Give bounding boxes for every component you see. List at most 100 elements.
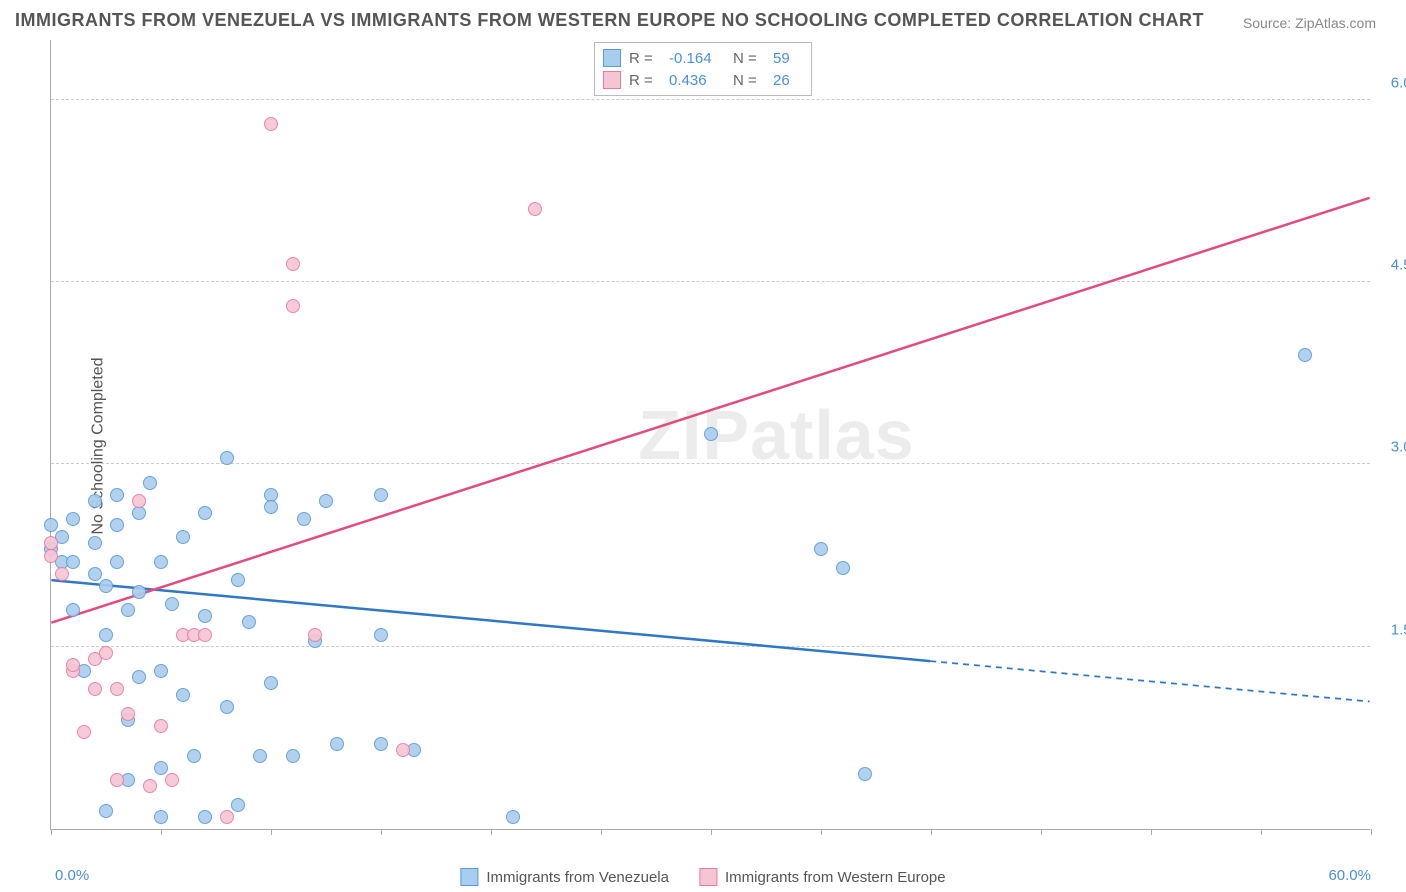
x-tick (51, 829, 52, 835)
scatter-plot-area: ZIPatlas 1.5%3.0%4.5%6.0% (50, 40, 1370, 830)
data-point-western_europe (220, 810, 234, 824)
gridline-h (51, 463, 1370, 464)
legend-r-label: R = (629, 72, 661, 89)
data-point-venezuela (231, 798, 245, 812)
y-tick-label: 3.0% (1391, 439, 1406, 456)
data-point-venezuela (132, 670, 146, 684)
data-point-venezuela (836, 561, 850, 575)
data-point-venezuela (143, 476, 157, 490)
data-point-venezuela (44, 518, 58, 532)
data-point-western_europe (396, 743, 410, 757)
data-point-venezuela (154, 761, 168, 775)
data-point-western_europe (44, 549, 58, 563)
data-point-venezuela (66, 603, 80, 617)
data-point-venezuela (220, 700, 234, 714)
x-tick (601, 829, 602, 835)
x-axis-max-label: 60.0% (1328, 867, 1371, 884)
y-tick-label: 6.0% (1391, 74, 1406, 91)
x-tick (271, 829, 272, 835)
data-point-western_europe (132, 494, 146, 508)
data-point-venezuela (231, 573, 245, 587)
data-point-venezuela (154, 555, 168, 569)
data-point-venezuela (99, 804, 113, 818)
data-point-venezuela (154, 810, 168, 824)
data-point-western_europe (264, 117, 278, 131)
trendline-venezuela-extrapolated (930, 661, 1369, 701)
data-point-venezuela (220, 451, 234, 465)
data-point-western_europe (110, 773, 124, 787)
x-tick (1041, 829, 1042, 835)
legend-label: Immigrants from Venezuela (486, 869, 669, 886)
data-point-western_europe (143, 779, 157, 793)
swatch-venezuela (603, 49, 621, 67)
trendline-western_europe (51, 198, 1369, 623)
x-tick (931, 829, 932, 835)
x-tick (1371, 829, 1372, 835)
data-point-venezuela (242, 615, 256, 629)
data-point-venezuela (187, 749, 201, 763)
data-point-venezuela (110, 555, 124, 569)
data-point-venezuela (198, 506, 212, 520)
data-point-venezuela (264, 500, 278, 514)
legend-n-value: 26 (773, 72, 803, 89)
data-point-venezuela (99, 579, 113, 593)
x-tick (161, 829, 162, 835)
x-tick (1151, 829, 1152, 835)
gridline-h (51, 99, 1370, 100)
x-tick (711, 829, 712, 835)
data-point-western_europe (165, 773, 179, 787)
data-point-venezuela (110, 518, 124, 532)
data-point-venezuela (88, 567, 102, 581)
data-point-venezuela (121, 603, 135, 617)
gridline-h (51, 646, 1370, 647)
data-point-western_europe (286, 299, 300, 313)
data-point-western_europe (286, 257, 300, 271)
legend-item-western-europe: Immigrants from Western Europe (699, 868, 946, 886)
data-point-western_europe (154, 719, 168, 733)
legend-n-label: N = (733, 50, 765, 67)
data-point-venezuela (132, 506, 146, 520)
legend-item-venezuela: Immigrants from Venezuela (460, 868, 669, 886)
data-point-venezuela (319, 494, 333, 508)
trendline-venezuela (51, 580, 930, 661)
data-point-venezuela (66, 512, 80, 526)
y-tick-label: 4.5% (1391, 257, 1406, 274)
data-point-venezuela (374, 628, 388, 642)
gridline-h (51, 281, 1370, 282)
data-point-venezuela (66, 555, 80, 569)
data-point-venezuela (154, 664, 168, 678)
data-point-venezuela (253, 749, 267, 763)
legend-row-venezuela: R = -0.164 N = 59 (603, 47, 803, 69)
data-point-venezuela (704, 427, 718, 441)
swatch-western-europe (603, 71, 621, 89)
legend-r-label: R = (629, 50, 661, 67)
legend-n-value: 59 (773, 50, 803, 67)
correlation-legend: R = -0.164 N = 59 R = 0.436 N = 26 (594, 42, 812, 96)
x-axis-min-label: 0.0% (55, 867, 89, 884)
data-point-venezuela (110, 488, 124, 502)
data-point-venezuela (286, 749, 300, 763)
data-point-western_europe (88, 682, 102, 696)
series-legend: Immigrants from Venezuela Immigrants fro… (460, 868, 945, 886)
data-point-western_europe (66, 658, 80, 672)
data-point-western_europe (121, 707, 135, 721)
swatch-western-europe (699, 868, 717, 886)
data-point-western_europe (308, 628, 322, 642)
x-tick (491, 829, 492, 835)
data-point-venezuela (99, 628, 113, 642)
data-point-venezuela (264, 676, 278, 690)
legend-label: Immigrants from Western Europe (725, 869, 946, 886)
y-tick-label: 1.5% (1391, 621, 1406, 638)
swatch-venezuela (460, 868, 478, 886)
data-point-western_europe (198, 628, 212, 642)
data-point-western_europe (77, 725, 91, 739)
legend-r-value: 0.436 (669, 72, 725, 89)
data-point-venezuela (88, 536, 102, 550)
data-point-venezuela (858, 767, 872, 781)
legend-n-label: N = (733, 72, 765, 89)
x-tick (381, 829, 382, 835)
data-point-venezuela (506, 810, 520, 824)
data-point-venezuela (198, 810, 212, 824)
data-point-venezuela (374, 488, 388, 502)
data-point-western_europe (99, 646, 113, 660)
